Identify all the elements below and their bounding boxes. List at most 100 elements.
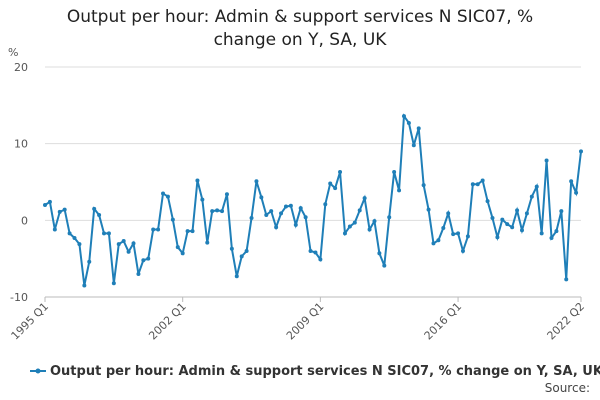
data-point xyxy=(416,126,421,131)
data-point xyxy=(92,206,97,211)
y-tick-label: 10 xyxy=(14,138,28,151)
data-point xyxy=(239,254,244,259)
data-point xyxy=(554,229,559,234)
data-point xyxy=(303,215,308,220)
data-point xyxy=(72,235,77,240)
data-point xyxy=(43,203,47,207)
data-point xyxy=(82,283,87,288)
data-point xyxy=(249,216,254,221)
data-point xyxy=(495,235,500,240)
y-tick-label: -10 xyxy=(10,291,28,304)
x-tick-label: 2022 Q2 xyxy=(545,300,588,343)
data-point xyxy=(165,194,170,199)
data-point xyxy=(210,209,215,214)
data-point xyxy=(470,182,475,187)
data-point xyxy=(52,227,57,232)
data-point xyxy=(288,203,293,208)
data-point xyxy=(67,231,72,236)
x-tick-label: 2009 Q1 xyxy=(284,300,327,343)
data-point xyxy=(62,207,67,212)
data-point xyxy=(539,231,544,236)
data-point xyxy=(406,120,411,125)
data-point xyxy=(441,226,446,230)
legend-label: Output per hour: Admin & support service… xyxy=(50,364,600,379)
data-point xyxy=(190,229,195,234)
data-point xyxy=(519,228,524,233)
data-point xyxy=(377,251,382,256)
data-point xyxy=(426,207,431,212)
data-point xyxy=(564,277,569,282)
data-point xyxy=(362,196,367,201)
data-point xyxy=(480,178,485,183)
y-axis-label: % xyxy=(8,46,18,59)
data-point xyxy=(411,143,416,148)
data-point xyxy=(106,231,111,236)
data-point xyxy=(397,188,402,193)
data-point xyxy=(283,204,288,209)
data-point xyxy=(175,245,180,250)
data-point xyxy=(298,206,303,211)
data-point xyxy=(451,232,456,237)
data-point xyxy=(205,240,210,245)
data-point xyxy=(323,202,328,207)
chart-title: Output per hour: Admin & support service… xyxy=(66,7,534,50)
data-point xyxy=(274,225,279,230)
data-point xyxy=(318,257,323,262)
data-point xyxy=(456,231,461,236)
data-point xyxy=(352,220,357,225)
data-point xyxy=(421,183,426,188)
data-point xyxy=(485,199,490,204)
legend-marker xyxy=(35,368,41,374)
data-point xyxy=(549,235,554,240)
data-point xyxy=(308,249,313,253)
data-point xyxy=(156,227,161,232)
data-point xyxy=(544,158,549,163)
data-point xyxy=(200,197,205,202)
data-point xyxy=(224,192,229,197)
source: Source: xyxy=(545,381,590,395)
data-point xyxy=(161,191,166,196)
data-point xyxy=(515,208,520,213)
data-point xyxy=(111,281,116,286)
data-point xyxy=(392,170,397,175)
data-point xyxy=(77,242,82,247)
data-point xyxy=(387,215,392,220)
data-point xyxy=(47,199,52,204)
y-tick-label: 0 xyxy=(21,214,28,227)
data-point xyxy=(465,234,470,239)
data-point xyxy=(490,216,495,221)
data-point xyxy=(347,224,352,229)
data-point xyxy=(500,217,505,222)
data-point xyxy=(569,179,574,184)
data-point xyxy=(229,246,234,251)
data-point xyxy=(574,190,579,195)
data-point xyxy=(436,238,441,243)
data-point xyxy=(131,241,136,246)
x-tick-label: 1995 Q1 xyxy=(9,300,52,343)
data-point xyxy=(328,181,333,186)
data-point xyxy=(579,149,583,154)
data-point xyxy=(57,209,62,214)
data-point xyxy=(215,208,220,213)
series-line xyxy=(44,113,582,286)
data-point xyxy=(372,219,377,224)
data-point xyxy=(244,249,249,253)
data-point xyxy=(446,211,451,216)
data-point xyxy=(151,227,156,232)
data-point xyxy=(87,259,92,264)
data-point xyxy=(259,195,264,200)
data-point xyxy=(460,249,465,253)
x-tick-label: 2002 Q1 xyxy=(146,300,189,343)
data-point xyxy=(524,211,529,216)
data-point xyxy=(510,225,515,230)
data-point xyxy=(141,258,146,263)
data-point xyxy=(559,209,564,214)
data-point xyxy=(529,194,534,199)
data-point xyxy=(475,182,480,187)
data-point xyxy=(333,186,338,191)
data-point xyxy=(116,242,121,247)
data-point xyxy=(505,222,510,227)
data-point xyxy=(195,178,200,183)
